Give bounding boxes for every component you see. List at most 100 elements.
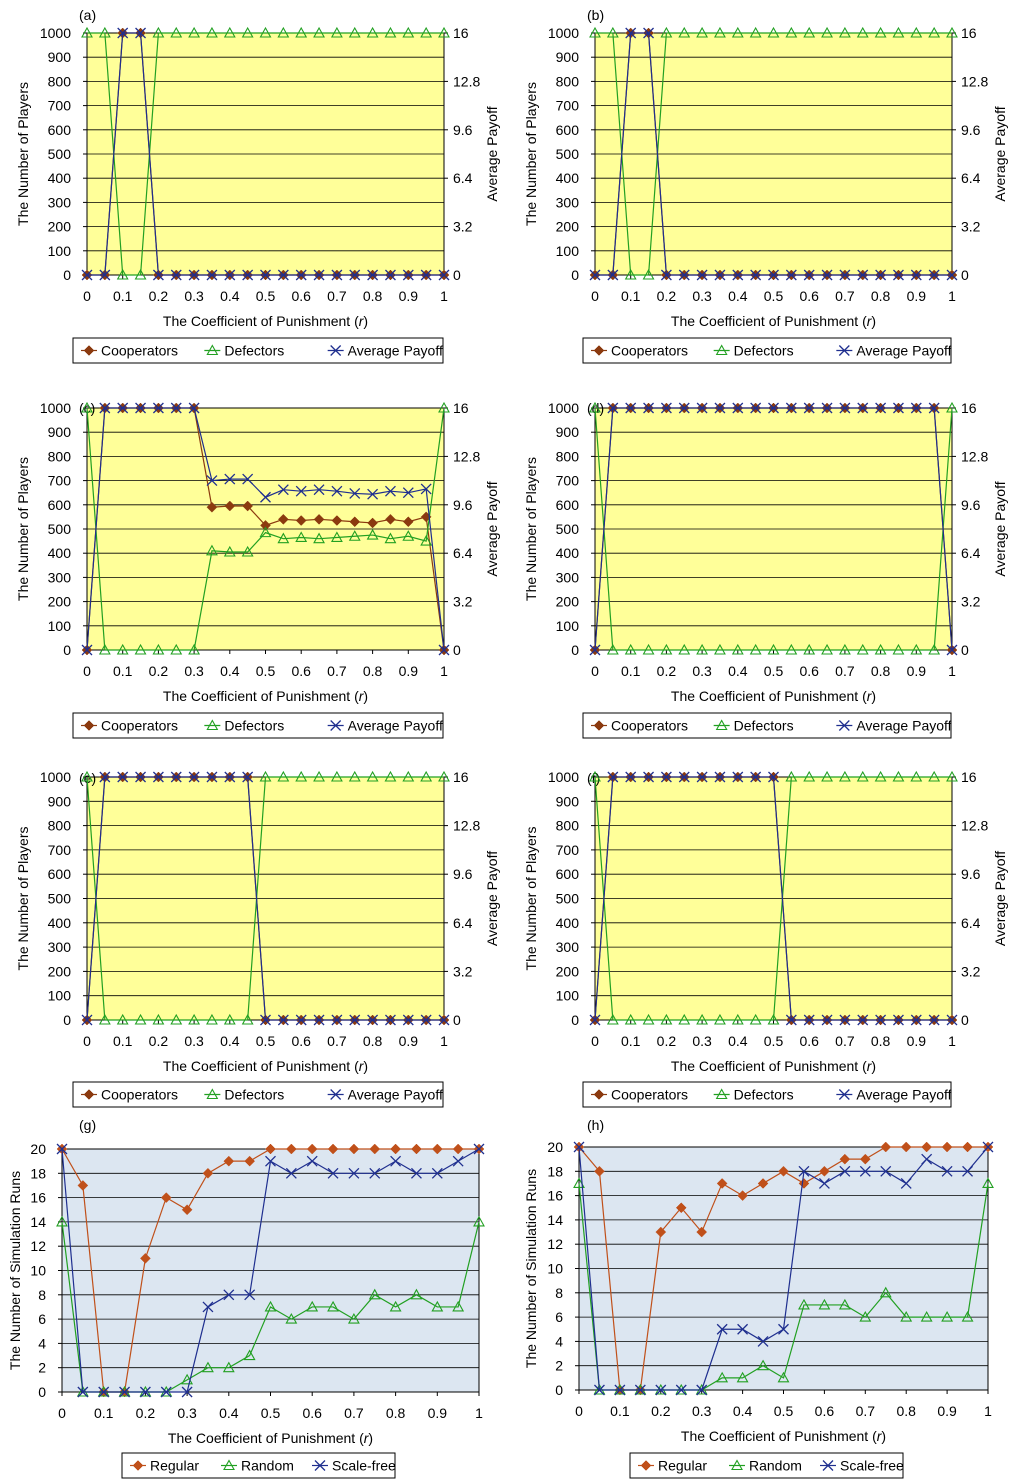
data-point-random xyxy=(222,1361,235,1373)
data-point-average-payoff xyxy=(331,269,343,281)
data-point-random xyxy=(859,1310,872,1322)
y-tick-label: 200 xyxy=(556,594,580,610)
data-point-defectors xyxy=(731,1013,744,1025)
data-point-average-payoff xyxy=(349,1014,361,1026)
data-point-average-payoff xyxy=(643,771,655,783)
data-point-regular xyxy=(819,1165,830,1177)
data-point-defectors xyxy=(420,770,433,782)
x-axis-label-var: r xyxy=(359,1058,365,1074)
data-point-average-payoff xyxy=(750,402,762,414)
legend-label-cooperators: Cooperators xyxy=(101,343,178,359)
x-tick-label: 0.5 xyxy=(261,1405,281,1421)
data-point-scale-free xyxy=(778,1323,789,1335)
y2-tick-label: 12.8 xyxy=(961,818,988,834)
data-point-regular xyxy=(716,1178,728,1189)
y-tick-label: 20 xyxy=(547,1139,563,1155)
x-tick-label: 0.9 xyxy=(907,1033,927,1049)
legend-label-average-payoff: Average Payoff xyxy=(856,718,951,734)
y-tick-label: 800 xyxy=(556,448,580,464)
y2-tick-label: 6.4 xyxy=(961,915,981,931)
data-point-defectors xyxy=(749,1013,762,1025)
legend-label-cooperators: Cooperators xyxy=(101,718,178,734)
data-point-average-payoff xyxy=(438,644,450,656)
x-tick-label: 0.2 xyxy=(149,1033,169,1049)
data-point-random xyxy=(347,1312,360,1324)
data-point-defectors xyxy=(606,1013,619,1025)
data-point-average-payoff xyxy=(99,771,111,783)
data-point-average-payoff xyxy=(277,484,289,496)
data-point-defectors xyxy=(277,532,290,544)
x-tick-label: 0.1 xyxy=(113,288,133,304)
y2-axis-label: Average Payoff xyxy=(484,481,500,576)
series-line-defectors xyxy=(86,407,445,651)
legend-box xyxy=(582,1081,952,1108)
data-point-defectors xyxy=(767,1013,780,1025)
data-point-average-payoff xyxy=(152,269,164,281)
data-point-average-payoff xyxy=(678,269,690,281)
legend-label-random: Random xyxy=(749,1458,802,1474)
x-tick-label: 0.2 xyxy=(651,1403,671,1419)
data-point-cooperators xyxy=(367,517,378,529)
x-tick-label: 0.6 xyxy=(815,1403,835,1419)
data-point-random xyxy=(243,1349,256,1361)
data-point-defectors xyxy=(803,643,816,655)
data-point-scale-free xyxy=(675,1384,687,1396)
x-tick-label: 1 xyxy=(440,288,448,304)
y-axis-label: The Number of Players xyxy=(523,457,539,601)
data-point-defectors xyxy=(696,643,709,655)
data-point-defectors xyxy=(295,531,308,543)
legend: Cooperators Defectors Average Payoff xyxy=(72,1081,444,1108)
x-tick-label: 0.2 xyxy=(149,663,169,679)
y2-tick-label: 12.8 xyxy=(961,448,988,464)
data-point-regular xyxy=(452,1143,464,1155)
x-tick-label: 0.6 xyxy=(799,663,819,679)
data-point-defectors xyxy=(277,26,290,38)
y-tick-label: 900 xyxy=(48,424,72,440)
legend-box xyxy=(121,1452,396,1479)
data-point-scale-free xyxy=(900,1177,912,1189)
data-point-regular xyxy=(594,1165,605,1177)
data-point-defectors xyxy=(874,770,887,782)
y-tick-label: 1000 xyxy=(40,25,71,41)
y2-tick-label: 3.2 xyxy=(453,219,473,235)
data-point-average-payoff xyxy=(768,269,779,281)
data-point-average-payoff xyxy=(785,402,797,414)
legend-box xyxy=(629,1452,904,1479)
data-point-defectors xyxy=(134,643,147,655)
data-point-random xyxy=(798,1298,810,1310)
data-point-average-payoff xyxy=(607,402,619,414)
data-point-defectors xyxy=(313,26,325,38)
data-point-defectors xyxy=(348,26,361,38)
data-point-defectors xyxy=(892,770,905,782)
legend-marker-average-payoff xyxy=(838,1089,850,1100)
data-point-defectors xyxy=(606,643,619,655)
data-point-regular xyxy=(941,1141,953,1153)
legend-marker-defectors xyxy=(715,344,728,356)
x-tick-label: 0.5 xyxy=(774,1403,794,1419)
y2-tick-label: 3.2 xyxy=(453,594,473,610)
x-tick-label: 0.1 xyxy=(621,663,641,679)
legend-marker-average-payoff xyxy=(838,345,850,356)
data-point-random xyxy=(368,1288,381,1300)
data-point-average-payoff xyxy=(170,402,182,414)
legend-label-regular: Regular xyxy=(658,1458,707,1474)
data-point-defectors xyxy=(241,1013,254,1025)
y-axis-label: The Number of Players xyxy=(523,827,539,971)
data-point-random xyxy=(452,1300,465,1312)
y-tick-label: 1000 xyxy=(40,769,71,785)
x-tick-label: 0.8 xyxy=(363,1033,383,1049)
data-point-defectors xyxy=(624,268,637,280)
data-point-average-payoff xyxy=(875,1014,887,1026)
data-point-cooperators xyxy=(385,513,396,525)
data-point-defectors xyxy=(116,268,129,280)
data-point-scale-free xyxy=(139,1386,151,1398)
legend-label-defectors: Defectors xyxy=(734,343,794,359)
y-tick-label: 900 xyxy=(48,793,72,809)
y-tick-label: 20 xyxy=(30,1141,46,1157)
data-point-average-payoff xyxy=(839,269,851,281)
data-point-defectors xyxy=(892,26,905,38)
data-point-average-payoff xyxy=(678,771,690,783)
legend-label-average-payoff: Average Payoff xyxy=(348,1087,443,1103)
data-point-average-payoff xyxy=(750,269,762,281)
x-tick-label: 0.4 xyxy=(219,1405,239,1421)
